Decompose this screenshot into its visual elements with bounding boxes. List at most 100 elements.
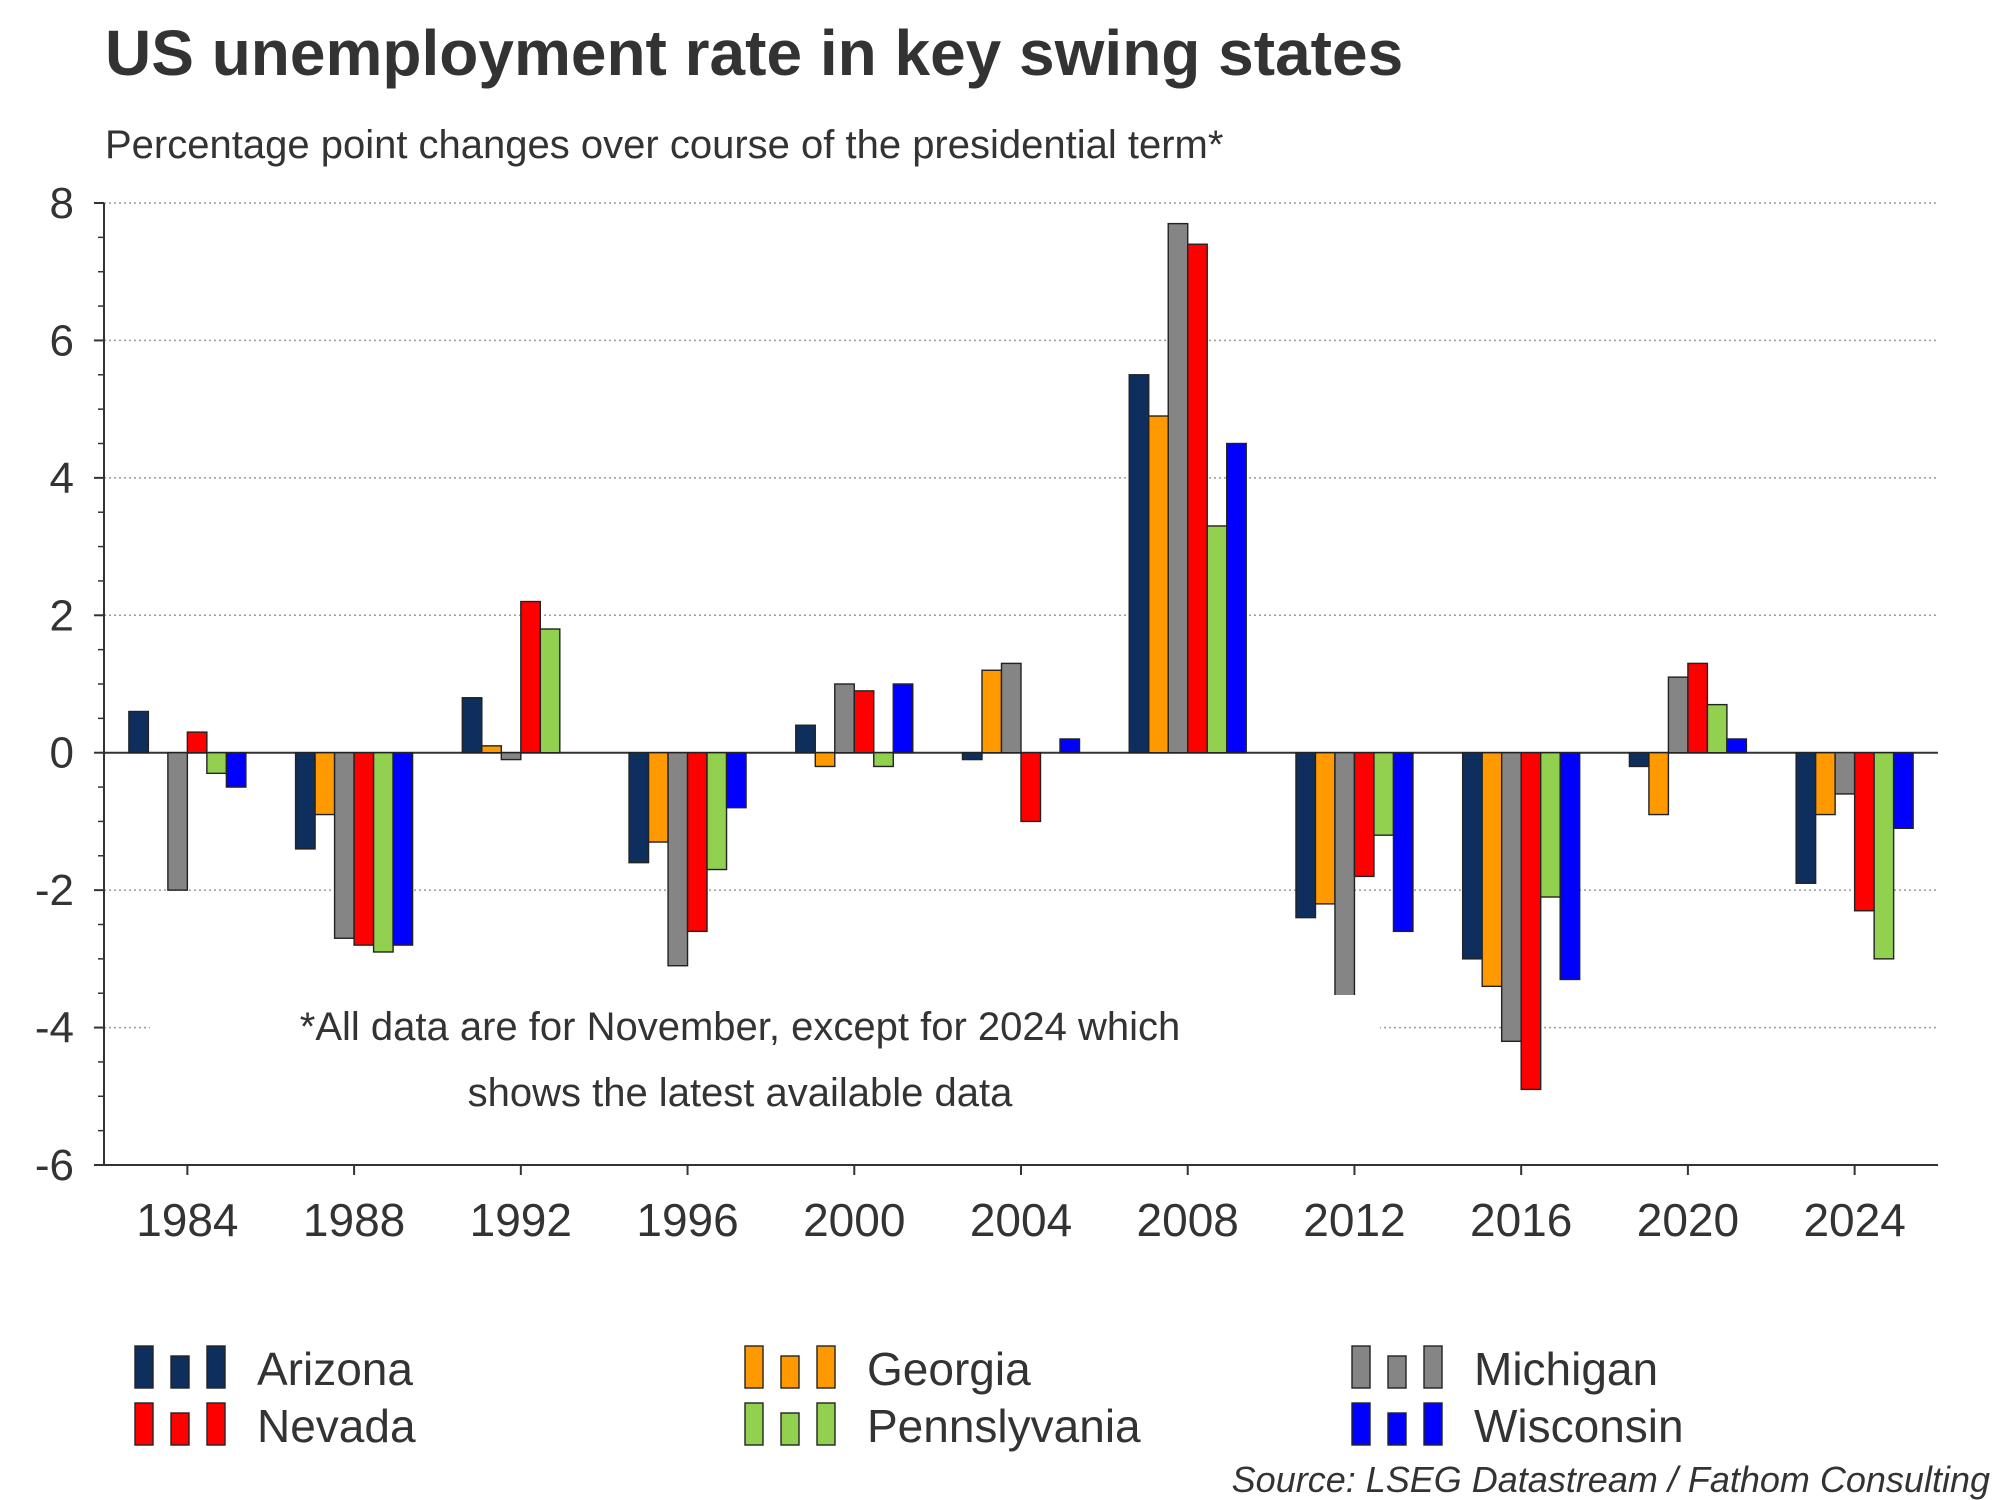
legend-label: Nevada — [257, 1400, 416, 1452]
x-tick-label: 1992 — [470, 1194, 572, 1246]
x-tick-label: 2012 — [1303, 1194, 1405, 1246]
legend-label: Georgia — [867, 1343, 1031, 1395]
legend-swatch — [1387, 1355, 1407, 1389]
y-tick-label: 8 — [50, 179, 74, 228]
bar-georgia-1996 — [647, 752, 669, 843]
x-tick-label: 2008 — [1137, 1194, 1239, 1246]
legend-item-michigan: Michigan — [1351, 1343, 1658, 1395]
footnote-line-2: shows the latest available data — [468, 1071, 1014, 1115]
legend-label: Wisconsin — [1474, 1400, 1684, 1452]
bar-pennslyvania-1992 — [539, 628, 561, 754]
legend-swatch — [780, 1412, 800, 1446]
bar-nevada-2012 — [1353, 752, 1375, 878]
bar-pennslyvania-2000 — [873, 752, 894, 768]
bar-michigan-1984 — [167, 752, 189, 891]
bar-arizona-1988 — [294, 752, 316, 850]
bar-georgia-2004 — [981, 669, 1003, 754]
legend-swatch — [170, 1355, 190, 1389]
y-tick-label: 6 — [50, 316, 74, 365]
y-tick-label: -4 — [35, 1004, 74, 1053]
chart-title: US unemployment rate in key swing states — [105, 17, 1403, 89]
legend: Arizona Georgia Michigan Nevada Pennslyvania… — [134, 1343, 1684, 1452]
source-note: Source: LSEG Datastream / Fathom Consult… — [1232, 1459, 1990, 1500]
bar-nevada-1996 — [686, 752, 708, 933]
bar-wisconsin-2016 — [1559, 752, 1581, 981]
x-tick-label: 2000 — [803, 1194, 905, 1246]
bar-wisconsin-2004 — [1059, 738, 1081, 754]
bar-michigan-2008 — [1167, 222, 1189, 754]
x-tick-label: 1988 — [303, 1194, 405, 1246]
bar-michigan-2016 — [1500, 752, 1522, 1043]
x-tick-label: 2016 — [1470, 1194, 1572, 1246]
legend-swatch — [134, 1345, 154, 1389]
legend-swatch — [816, 1345, 836, 1389]
bar-georgia-2016 — [1481, 752, 1503, 988]
bar-pennslyvania-1996 — [706, 752, 728, 871]
y-tick-label: -6 — [35, 1141, 74, 1190]
bar-michigan-1996 — [667, 752, 689, 967]
x-tick-label: 1984 — [136, 1194, 238, 1246]
footnote-line-1: *All data are for November, except for 2… — [300, 1005, 1180, 1049]
legend-item-georgia: Georgia — [744, 1343, 1031, 1395]
bar-georgia-2008 — [1148, 415, 1169, 754]
legend-item-nevada: Nevada — [134, 1400, 416, 1452]
legend-swatch — [1423, 1345, 1443, 1389]
bar-arizona-2008 — [1128, 374, 1150, 754]
y-tick-label: 2 — [50, 591, 74, 640]
legend-label: Pennslyvania — [867, 1400, 1141, 1452]
bar-georgia-1992 — [481, 745, 503, 754]
bar-nevada-2000 — [853, 690, 875, 754]
bar-nevada-1988 — [353, 752, 375, 946]
bar-pennslyvania-2012 — [1373, 752, 1395, 836]
bar-pennslyvania-2016 — [1539, 752, 1561, 898]
bar-nevada-1984 — [186, 731, 208, 754]
bar-wisconsin-2012 — [1392, 752, 1414, 933]
bar-pennslyvania-1988 — [372, 752, 394, 953]
legend-swatch — [1423, 1402, 1443, 1446]
y-tick-label: 0 — [50, 729, 74, 778]
bar-arizona-2012 — [1295, 752, 1317, 919]
bar-nevada-2016 — [1520, 752, 1542, 1091]
bar-arizona-1996 — [628, 752, 650, 864]
bars — [128, 222, 1914, 1091]
bar-pennslyvania-2024 — [1873, 752, 1895, 960]
legend-item-arizona: Arizona — [134, 1343, 413, 1395]
bar-michigan-2024 — [1834, 752, 1856, 795]
bar-michigan-1992 — [500, 752, 522, 761]
y-tick-label: -2 — [35, 866, 74, 915]
bar-michigan-1988 — [333, 752, 355, 939]
legend-item-wisconsin: Wisconsin — [1351, 1400, 1684, 1452]
bar-georgia-2012 — [1314, 752, 1336, 905]
bar-arizona-2004 — [961, 752, 983, 761]
bar-georgia-2000 — [814, 752, 836, 768]
x-tick-label: 2004 — [970, 1194, 1072, 1246]
legend-label: Michigan — [1474, 1343, 1658, 1395]
legend-label: Arizona — [257, 1343, 413, 1395]
legend-swatch — [744, 1345, 764, 1389]
x-tick-label: 1996 — [636, 1194, 738, 1246]
legend-swatch — [1351, 1402, 1371, 1446]
bar-wisconsin-1984 — [225, 752, 247, 788]
bar-nevada-2008 — [1187, 243, 1208, 754]
legend-swatch — [1387, 1412, 1407, 1446]
bar-michigan-2020 — [1667, 676, 1689, 754]
legend-swatch — [816, 1402, 836, 1446]
bar-nevada-2024 — [1853, 752, 1875, 912]
chart-subtitle: Percentage point changes over course of … — [105, 123, 1223, 167]
bar-wisconsin-2000 — [892, 683, 914, 754]
bar-wisconsin-2024 — [1892, 752, 1914, 830]
legend-swatch — [206, 1345, 226, 1389]
legend-swatch — [206, 1402, 226, 1446]
bar-arizona-2000 — [795, 724, 816, 754]
x-tick-label: 2024 — [1803, 1194, 1905, 1246]
legend-swatch — [780, 1355, 800, 1389]
bar-wisconsin-2008 — [1226, 442, 1247, 754]
bar-pennslyvania-2020 — [1706, 703, 1728, 754]
bar-nevada-1992 — [520, 600, 542, 754]
x-tick-labels: 1984 1988 1992 1996 2000 2004 2008 2012 2016 2020… — [136, 1194, 1906, 1246]
bar-michigan-2012 — [1334, 752, 1356, 1008]
bar-georgia-1988 — [314, 752, 336, 816]
bar-nevada-2004 — [1020, 752, 1042, 823]
bar-michigan-2004 — [1000, 662, 1022, 754]
